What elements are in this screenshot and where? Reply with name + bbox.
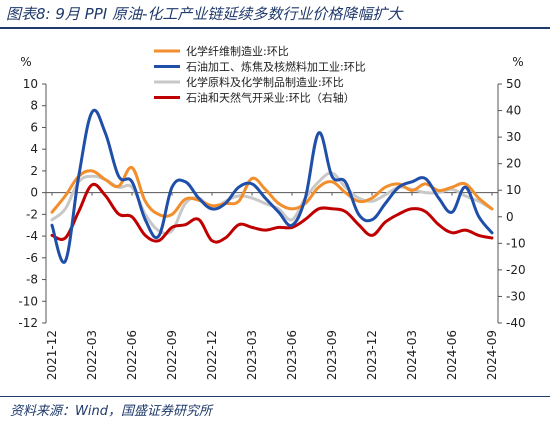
title-divider: [0, 27, 550, 29]
left-axis-tick-label: 0: [30, 186, 38, 200]
left-axis-tick-label: 8: [30, 99, 38, 113]
x-axis-tick-label: 2021-12: [45, 330, 59, 380]
left-axis-tick-label: -10: [18, 294, 38, 308]
right-axis-tick-label: -20: [506, 263, 526, 277]
line-chart: % %1086420-2-4-6-8-10-1250403020100-10-20…: [18, 44, 525, 380]
chart-series: [50, 108, 494, 264]
legend-label-2: 石油加工、炼焦及核燃料加工业:环比: [186, 60, 366, 74]
left-axis-tick-label: 4: [30, 142, 38, 156]
chart-legend: 化学纤维制造业:环比石油加工、炼焦及核燃料加工业:环比化学原料及化学制品制造业:…: [154, 44, 366, 105]
right-axis-tick-label: -10: [506, 236, 526, 250]
right-axis-tick-label: 0: [506, 210, 514, 224]
source-note: 资料来源：Wind，国盛证券研究所: [10, 404, 212, 419]
x-axis-tick-label: 2024-03: [405, 330, 419, 380]
x-axis-tick-label: 2022-12: [205, 330, 219, 380]
left-axis-tick-label: 10: [23, 77, 38, 91]
x-axis-tick-label: 2024-09: [485, 330, 499, 380]
x-axis-tick-label: 2022-06: [125, 330, 139, 380]
right-axis-tick-label: 30: [506, 130, 521, 144]
legend-label-4: 石油和天然气开采业:环比（右轴）: [186, 91, 355, 105]
series-line-4: [50, 182, 494, 244]
right-axis-tick-label: 20: [506, 157, 521, 171]
left-axis-tick-label: 2: [30, 164, 38, 178]
left-axis-tick-label: -6: [26, 251, 38, 265]
left-axis-unit: %: [20, 55, 31, 69]
left-axis-tick-label: -2: [26, 207, 38, 221]
x-axis-tick-label: 2023-09: [325, 330, 339, 380]
figure-title: 图表8: 9月 PPI 原油-化工产业链延续多数行业价格降幅扩大: [6, 5, 403, 23]
right-axis-tick-label: 40: [506, 104, 521, 118]
x-axis-tick-label: 2023-06: [285, 330, 299, 380]
x-axis-tick-label: 2023-03: [245, 330, 259, 380]
source-divider: [0, 396, 550, 397]
left-axis-tick-label: -4: [26, 229, 38, 243]
series-line-2: [50, 108, 494, 264]
legend-label-1: 化学纤维制造业:环比: [186, 44, 289, 58]
x-axis-tick-label: 2022-03: [85, 330, 99, 380]
legend-label-3: 化学原料及化学制品制造业:环比: [186, 75, 344, 89]
right-axis-tick-label: -30: [506, 289, 526, 303]
right-axis-tick-label: -40: [506, 316, 526, 330]
x-axis-tick-label: 2023-12: [365, 330, 379, 380]
right-axis-tick-label: 10: [506, 183, 521, 197]
left-axis-tick-label: -12: [18, 316, 38, 330]
chart-axes: % %1086420-2-4-6-8-10-1250403020100-10-20…: [18, 55, 525, 380]
series-line-1: [50, 166, 494, 218]
x-axis-tick-label: 2022-09: [165, 330, 179, 380]
right-axis-unit: %: [512, 55, 523, 69]
right-axis-tick-label: 50: [506, 77, 521, 91]
left-axis-tick-label: 6: [30, 120, 38, 134]
left-axis-tick-label: -8: [26, 273, 38, 287]
x-axis-tick-label: 2024-06: [445, 330, 459, 380]
